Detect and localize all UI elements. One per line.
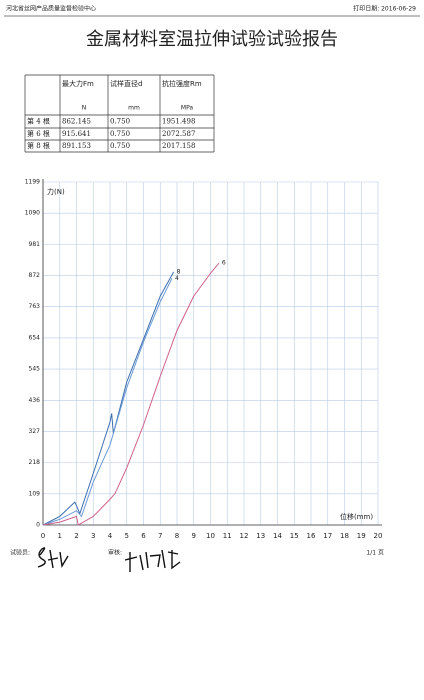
title: 金属材料室温拉伸试验试验报告 xyxy=(86,29,338,50)
table-cell: 915.641 xyxy=(62,130,91,138)
x-tick-label: 2 xyxy=(74,532,78,540)
y-tick-label: 654 xyxy=(29,334,41,341)
x-tick-label: 17 xyxy=(323,532,332,540)
y-tick-label: 218 xyxy=(29,459,41,466)
x-tick-label: 5 xyxy=(125,532,129,540)
y-tick-label: 1199 xyxy=(25,179,40,186)
x-tick-label: 16 xyxy=(307,532,316,540)
curve xyxy=(42,271,175,526)
reviewer-label: 审核: xyxy=(108,549,122,557)
tester-label: 试验员: xyxy=(10,549,30,557)
y-tick-label: 763 xyxy=(29,303,41,310)
x-tick-label: 13 xyxy=(256,532,265,540)
y-tick-label: 872 xyxy=(29,272,41,279)
x-tick-label: 12 xyxy=(240,532,249,540)
table-cell: 第 6 根 xyxy=(27,129,50,138)
table-cell: 862.145 xyxy=(62,118,91,126)
x-tick-label: 7 xyxy=(158,532,162,540)
y-tick-label: 545 xyxy=(29,366,41,373)
table-cell: 1951.498 xyxy=(162,118,195,126)
y-tick-label: 1090 xyxy=(25,210,40,217)
table-cell: 891.153 xyxy=(62,142,91,150)
table-cell: 0.750 xyxy=(110,118,130,126)
x-tick-label: 11 xyxy=(223,532,232,540)
x-tick-label: 8 xyxy=(175,532,179,540)
table: 最大力Fm N 试样直径d mm 抗拉强度Rm MPa 第 4 根 862.145 0.750 1… xyxy=(24,74,215,153)
x-tick-label: 18 xyxy=(340,532,349,540)
y-tick-label: 109 xyxy=(29,490,41,497)
page-number: 1/1 页 xyxy=(366,550,384,557)
x-axis-label: 位移(mm) xyxy=(340,512,373,521)
y-tick-label: 327 xyxy=(29,428,41,435)
x-tick-label: 1 xyxy=(58,532,62,540)
column-unit: mm xyxy=(128,105,140,112)
curve-label: 6 xyxy=(222,260,226,267)
x-tick-label: 0 xyxy=(41,532,45,540)
column-header: 抗拉强度Rm xyxy=(162,79,202,88)
x-tick-label: 9 xyxy=(192,532,196,540)
column-unit: MPa xyxy=(181,105,194,112)
y-axis-label: 力(N) xyxy=(47,187,65,196)
y-tick-label: 436 xyxy=(29,397,41,404)
org: 河北省丝网产品质量监督检验中心 xyxy=(6,5,96,13)
reviewer-signature xyxy=(124,549,181,572)
column-header: 最大力Fm xyxy=(62,79,94,88)
chart: 0 1 2 3 4 5 6 7 8 9 10 11 12 13 14 15 16 17 18 19 2001092183… xyxy=(25,179,383,541)
column-header: 试样直径d xyxy=(110,79,142,88)
table-cell: 第 4 根 xyxy=(27,117,50,126)
x-tick-label: 19 xyxy=(357,532,366,540)
table-cell: 0.750 xyxy=(110,130,130,138)
x-tick-label: 3 xyxy=(91,532,95,540)
x-tick-label: 20 xyxy=(374,532,383,540)
x-tick-label: 14 xyxy=(273,532,282,540)
y-tick-label: 0 xyxy=(36,522,40,529)
x-tick-label: 15 xyxy=(290,532,299,540)
y-tick-label: 981 xyxy=(29,241,41,248)
curve-label: 8 xyxy=(177,268,181,275)
curve xyxy=(42,262,220,526)
x-tick-label: 10 xyxy=(206,532,215,540)
x-tick-label: 4 xyxy=(108,532,113,540)
tester-signature xyxy=(37,547,69,569)
print-date: 打印日期: 2016-06-29 xyxy=(353,5,416,13)
table-cell: 第 8 根 xyxy=(27,141,50,150)
column-unit: N xyxy=(82,105,87,112)
table-cell: 2017.158 xyxy=(162,142,195,150)
curve xyxy=(42,278,173,526)
curve-label: 4 xyxy=(175,275,179,282)
table-cell: 2072.587 xyxy=(162,130,195,138)
table-cell: 0.750 xyxy=(110,142,130,150)
x-tick-label: 6 xyxy=(141,532,146,540)
